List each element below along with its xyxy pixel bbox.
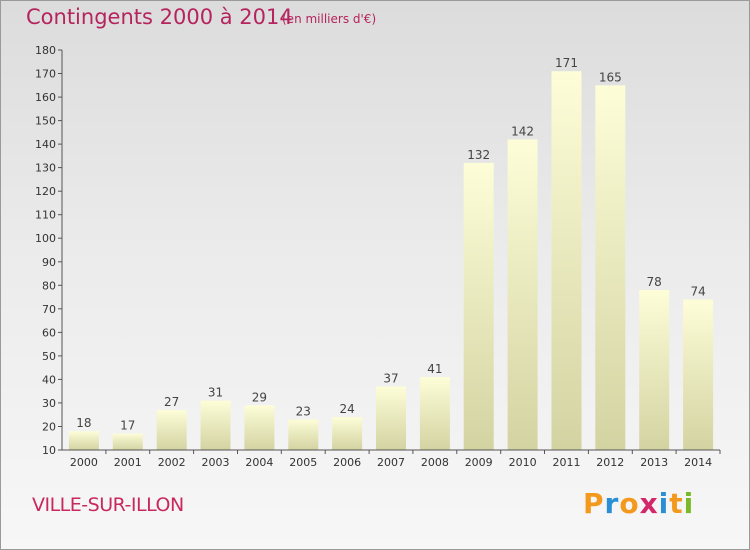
x-tick-label: 2008 <box>421 456 449 469</box>
y-tick-label: 150 <box>35 115 56 128</box>
bar-2009 <box>463 162 494 450</box>
x-tick-label: 2000 <box>70 456 98 469</box>
value-label: 74 <box>690 284 705 298</box>
place-name: VILLE-SUR-ILLON <box>32 494 184 516</box>
x-tick-label: 2006 <box>333 456 361 469</box>
value-label: 165 <box>599 70 622 84</box>
logo-letter: P <box>583 487 605 520</box>
bar-2012 <box>595 85 626 451</box>
y-tick-label: 80 <box>42 279 56 292</box>
y-tick-label: 10 <box>42 444 56 457</box>
chart-title: Contingents 2000 à 2014 <box>26 5 293 29</box>
value-label: 78 <box>647 275 662 289</box>
x-tick-label: 2001 <box>114 456 142 469</box>
value-label: 171 <box>555 56 578 70</box>
value-label: 24 <box>339 402 354 416</box>
logo-letter: x <box>639 487 659 520</box>
bar-2006 <box>332 417 363 450</box>
y-tick-label: 140 <box>35 138 56 151</box>
value-label: 37 <box>383 372 398 386</box>
bar-2014 <box>683 299 714 450</box>
x-tick-label: 2003 <box>202 456 230 469</box>
y-tick-label: 20 <box>42 421 56 434</box>
x-tick-label: 2014 <box>684 456 712 469</box>
value-label: 41 <box>427 362 442 376</box>
value-label: 27 <box>164 395 179 409</box>
y-tick-label: 60 <box>42 326 56 339</box>
bar-2000 <box>68 431 99 450</box>
bar-2011 <box>551 71 582 450</box>
y-tick-label: 90 <box>42 256 56 269</box>
y-tick-label: 130 <box>35 162 56 175</box>
y-tick-label: 70 <box>42 303 56 316</box>
bar-2008 <box>419 377 450 450</box>
y-tick-label: 100 <box>35 232 56 245</box>
bar-2005 <box>288 419 319 450</box>
logo-letter: o <box>619 487 640 520</box>
x-tick-label: 2005 <box>289 456 317 469</box>
value-label: 142 <box>511 124 534 138</box>
axes-group: 2000 2001 2002 2003 2004 2005 2006 2007 2008 2009… <box>35 44 721 469</box>
y-tick-label: 50 <box>42 350 56 363</box>
value-label: 23 <box>296 404 311 418</box>
x-tick-label: 2013 <box>640 456 668 469</box>
y-tick-label: 180 <box>35 44 56 57</box>
bar-2003 <box>200 400 231 450</box>
x-tick-label: 2012 <box>596 456 624 469</box>
value-label: 132 <box>467 148 490 162</box>
x-tick-label: 2010 <box>509 456 537 469</box>
bar-2002 <box>156 410 187 450</box>
x-tick-label: 2011 <box>553 456 581 469</box>
chart-subtitle: (en milliers d'€) <box>282 12 377 26</box>
value-label: 31 <box>208 386 223 400</box>
logo-letter: i <box>683 487 695 520</box>
logo-letter: r <box>604 487 620 520</box>
y-tick-label: 110 <box>35 209 56 222</box>
bars-group: 18 17 27 31 29 23 24 37 41 132 142 171 165 78 74 <box>68 56 714 451</box>
value-label: 17 <box>120 419 135 433</box>
y-tick-label: 170 <box>35 68 56 81</box>
value-label: 29 <box>252 390 267 404</box>
logo-letter: i <box>658 487 670 520</box>
bar-2007 <box>376 386 406 450</box>
logo-letter: t <box>669 487 684 520</box>
bar-2001 <box>112 433 143 450</box>
x-tick-label: 2002 <box>158 456 186 469</box>
value-label: 18 <box>76 416 91 430</box>
bar-2010 <box>507 139 538 450</box>
x-tick-label: 2009 <box>465 456 493 469</box>
y-tick-label: 160 <box>35 91 56 104</box>
bar-2004 <box>244 405 275 450</box>
x-tick-label: 2004 <box>245 456 273 469</box>
y-tick-label: 40 <box>42 373 56 386</box>
proxiti-logo[interactable]: Proxiti <box>583 487 694 520</box>
bar-2013 <box>639 290 670 450</box>
y-tick-label: 30 <box>42 397 56 410</box>
x-tick-label: 2007 <box>377 456 405 469</box>
y-tick-label: 120 <box>35 185 56 198</box>
